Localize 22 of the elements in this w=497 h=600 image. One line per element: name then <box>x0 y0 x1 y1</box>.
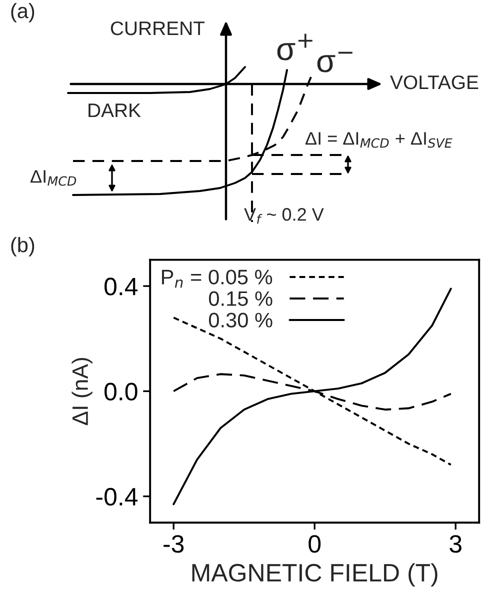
line-series <box>172 288 452 506</box>
legend-label: 0.15 % <box>208 291 272 306</box>
text: (a) <box>11 3 34 22</box>
text: ΔI$_{MCD}$ <box>30 170 76 186</box>
text: DARK <box>88 104 141 118</box>
x-tick-label: 0 <box>308 535 321 553</box>
text: V$_{f}$ ~ 0.2 V <box>244 208 324 224</box>
y-tick-label: -0.4 <box>96 488 138 506</box>
text: σ$^{+}$ <box>277 34 312 60</box>
text: ΔI = ΔI$_{MCD}$ + ΔI$_{SVE}$ <box>306 132 452 148</box>
legend-label: P$_{n}$ = 0.05 % <box>162 270 272 288</box>
text: CURRENT <box>110 21 205 36</box>
text: σ$^{−}$ <box>317 52 352 72</box>
y-tick-label: 0.0 <box>104 382 138 401</box>
x-tick-label: 3 <box>450 535 462 553</box>
x-axis-title: MAGNETIC FIELD (T) <box>192 563 438 587</box>
x-tick-label: -3 <box>164 535 184 553</box>
chart-title: (b) <box>11 237 34 256</box>
y-axis-title: ΔI (nA) <box>72 358 92 426</box>
text: VOLTAGE <box>390 75 478 90</box>
legend-label: 0.30 % <box>208 312 272 328</box>
y-tick-label: 0.4 <box>104 278 138 296</box>
